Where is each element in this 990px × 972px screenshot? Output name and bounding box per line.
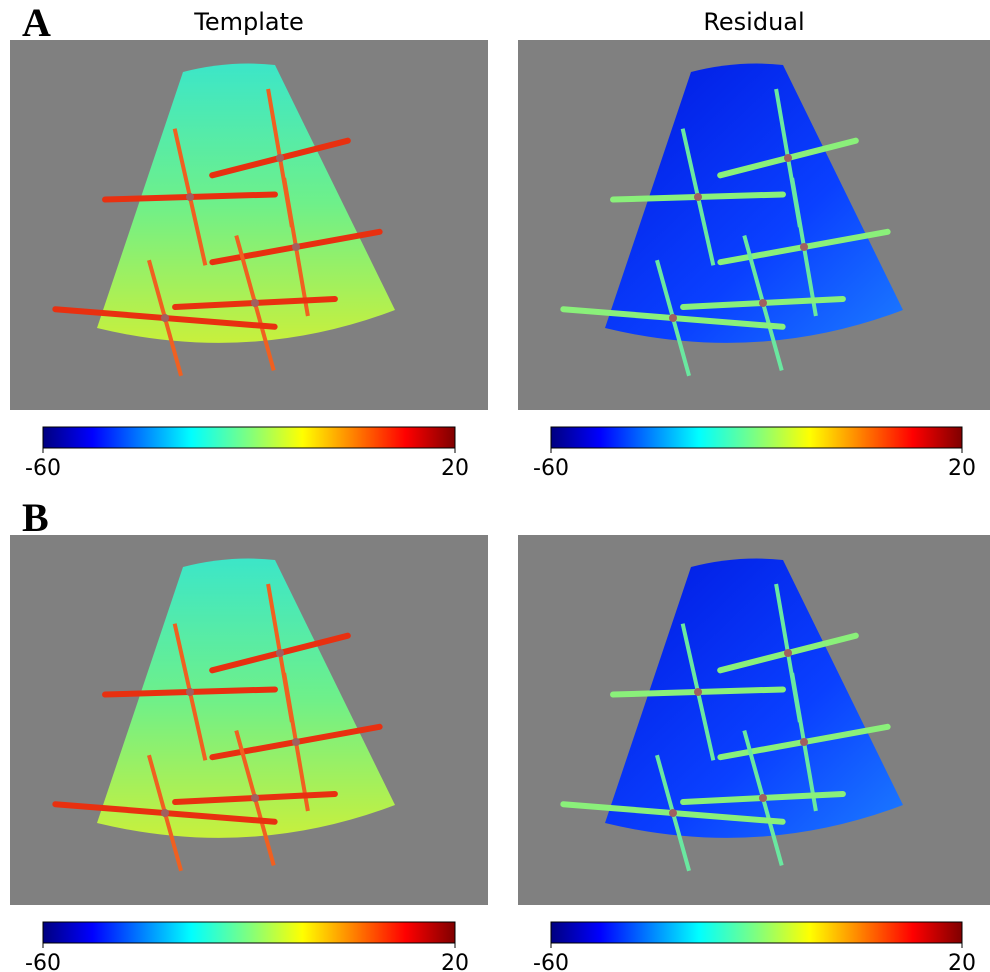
- sector-image: [97, 63, 395, 343]
- panel-label: A: [22, 0, 51, 45]
- target-point: [276, 154, 284, 162]
- colorbar: [550, 426, 963, 449]
- sector-image: [605, 558, 903, 838]
- panel-label: B: [22, 495, 49, 540]
- colorbar-tick-label: -60: [25, 456, 61, 481]
- colorbar: [42, 426, 456, 449]
- target-point: [784, 649, 792, 657]
- image-panel: [518, 40, 990, 410]
- panel-title: Template: [193, 8, 304, 36]
- colorbar-tick-label: 20: [441, 456, 469, 481]
- target-point: [251, 299, 259, 307]
- colorbar: [550, 921, 963, 944]
- target-point: [759, 299, 767, 307]
- target-point: [292, 738, 300, 746]
- target-point: [669, 809, 677, 817]
- target-point: [759, 794, 767, 802]
- target-point: [784, 154, 792, 162]
- target-point: [800, 738, 808, 746]
- target-point: [800, 243, 808, 251]
- colorbar-tick-label: -60: [533, 456, 569, 481]
- image-panel: [10, 535, 488, 905]
- colorbar: [42, 921, 456, 944]
- target-point: [276, 649, 284, 657]
- image-panel: [10, 40, 488, 410]
- target-point: [694, 193, 702, 201]
- target-point: [161, 314, 169, 322]
- panel-title: Residual: [703, 8, 804, 36]
- colorbar-tick-label: 20: [441, 951, 469, 972]
- target-point: [251, 794, 259, 802]
- colorbar-tick-label: 20: [948, 951, 976, 972]
- colorbar-tick-label: 20: [948, 456, 976, 481]
- target-point: [292, 243, 300, 251]
- target-point: [186, 688, 194, 696]
- sector-image: [97, 558, 395, 838]
- target-point: [186, 193, 194, 201]
- sector-image: [605, 63, 903, 343]
- image-panel: [518, 535, 990, 905]
- colorbar-tick-label: -60: [533, 951, 569, 972]
- colorbar-tick-label: -60: [25, 951, 61, 972]
- target-point: [694, 688, 702, 696]
- target-point: [161, 809, 169, 817]
- target-point: [669, 314, 677, 322]
